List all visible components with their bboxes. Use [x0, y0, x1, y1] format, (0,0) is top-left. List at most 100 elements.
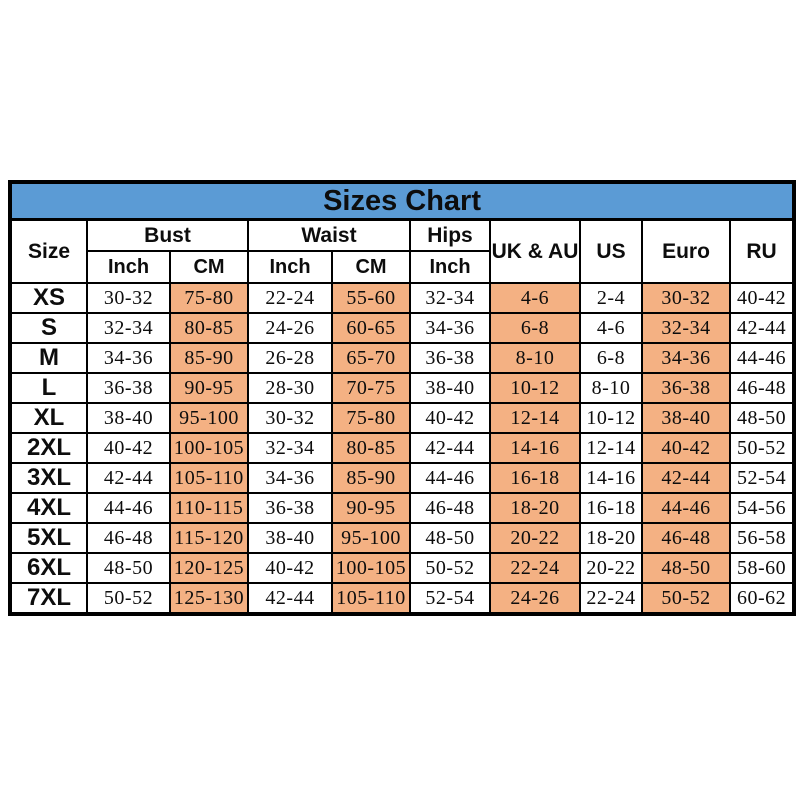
value-cell: 46-48 — [728, 372, 796, 404]
header-hips: Hips — [409, 218, 491, 252]
value-cell: 32-34 — [247, 432, 333, 464]
value-cell: 38-40 — [86, 402, 171, 434]
value-cell: 115-120 — [169, 522, 249, 554]
value-cell: 32-34 — [86, 312, 171, 344]
value-cell: 110-115 — [169, 492, 249, 524]
value-cell: 34-36 — [409, 312, 491, 344]
value-cell: 85-90 — [169, 342, 249, 374]
value-cell: 34-36 — [641, 342, 731, 374]
value-cell: 56-58 — [728, 522, 796, 554]
header-euro: Euro — [641, 218, 731, 284]
size-label: 5XL — [9, 522, 88, 554]
value-cell: 34-36 — [247, 462, 333, 494]
value-cell: 50-52 — [86, 582, 171, 615]
value-cell: 100-105 — [331, 552, 411, 584]
value-cell: 10-12 — [579, 402, 643, 434]
size-label: XS — [9, 282, 88, 314]
value-cell: 10-12 — [489, 372, 581, 404]
value-cell: 8-10 — [489, 342, 581, 374]
value-cell: 125-130 — [169, 582, 249, 615]
value-cell: 70-75 — [331, 372, 411, 404]
header-bust-inch: Inch — [86, 250, 171, 284]
size-label: S — [9, 312, 88, 344]
value-cell: 6-8 — [489, 312, 581, 344]
value-cell: 50-52 — [641, 582, 731, 615]
value-cell: 22-24 — [247, 282, 333, 314]
value-cell: 40-42 — [86, 432, 171, 464]
value-cell: 14-16 — [579, 462, 643, 494]
value-cell: 2-4 — [579, 282, 643, 314]
value-cell: 50-52 — [409, 552, 491, 584]
value-cell: 28-30 — [247, 372, 333, 404]
value-cell: 85-90 — [331, 462, 411, 494]
header-waist: Waist — [247, 218, 411, 252]
value-cell: 22-24 — [579, 582, 643, 615]
title-row: Sizes Chart — [8, 181, 796, 221]
header-group-row: Size Bust Waist Hips UK & AU US Euro RU — [9, 218, 796, 284]
table-row: S 32-34 80-85 24-26 60-65 34-36 6-8 4-6 32-34 42-… — [9, 312, 796, 344]
size-label: 7XL — [9, 582, 88, 615]
value-cell: 75-80 — [331, 402, 411, 434]
value-cell: 44-46 — [728, 342, 796, 374]
value-cell: 54-56 — [728, 492, 796, 524]
size-label: L — [9, 372, 88, 404]
size-label: 4XL — [9, 492, 88, 524]
value-cell: 4-6 — [489, 282, 581, 314]
value-cell: 24-26 — [489, 582, 581, 615]
value-cell: 80-85 — [331, 432, 411, 464]
value-cell: 40-42 — [641, 432, 731, 464]
value-cell: 55-60 — [331, 282, 411, 314]
value-cell: 22-24 — [489, 552, 581, 584]
table-row: L 36-38 90-95 28-30 70-75 38-40 10-12 8-10 36-38… — [9, 372, 796, 404]
value-cell: 48-50 — [728, 402, 796, 434]
table-row: 6XL 48-50 120-125 40-42 100-105 50-52 22-24 20-… — [9, 552, 796, 584]
header-waist-cm: CM — [331, 250, 411, 284]
value-cell: 14-16 — [489, 432, 581, 464]
value-cell: 30-32 — [247, 402, 333, 434]
value-cell: 36-38 — [86, 372, 171, 404]
value-cell: 120-125 — [169, 552, 249, 584]
header-sub-row: Inch CM Inch CM Inch — [10, 250, 794, 284]
size-label: 3XL — [9, 462, 88, 494]
header-hips-inch: Inch — [409, 250, 491, 284]
value-cell: 60-62 — [728, 582, 796, 615]
value-cell: 20-22 — [579, 552, 643, 584]
header-size: Size — [9, 218, 88, 284]
value-cell: 40-42 — [409, 402, 491, 434]
value-cell: 18-20 — [489, 492, 581, 524]
value-cell: 95-100 — [169, 402, 249, 434]
value-cell: 12-14 — [489, 402, 581, 434]
value-cell: 36-38 — [641, 372, 731, 404]
table-row: 5XL 46-48 115-120 38-40 95-100 48-50 20-22 18-2… — [9, 522, 796, 554]
value-cell: 42-44 — [641, 462, 731, 494]
value-cell: 40-42 — [247, 552, 333, 584]
value-cell: 42-44 — [409, 432, 491, 464]
value-cell: 46-48 — [641, 522, 731, 554]
table-row: 2XL 40-42 100-105 32-34 80-85 42-44 14-16 12-14… — [9, 432, 796, 464]
value-cell: 65-70 — [331, 342, 411, 374]
value-cell: 50-52 — [728, 432, 796, 464]
header-bust: Bust — [86, 218, 249, 252]
value-cell: 46-48 — [409, 492, 491, 524]
value-cell: 48-50 — [409, 522, 491, 554]
value-cell: 16-18 — [489, 462, 581, 494]
value-cell: 16-18 — [579, 492, 643, 524]
value-cell: 36-38 — [409, 342, 491, 374]
size-chart-table: Sizes Chart Size Bust Waist Hips UK & AU… — [8, 180, 797, 616]
header-waist-inch: Inch — [247, 250, 333, 284]
value-cell: 12-14 — [579, 432, 643, 464]
chart-title: Sizes Chart — [8, 181, 796, 221]
value-cell: 32-34 — [409, 282, 491, 314]
value-cell: 38-40 — [247, 522, 333, 554]
value-cell: 80-85 — [169, 312, 249, 344]
value-cell: 48-50 — [86, 552, 171, 584]
size-label: 6XL — [9, 552, 88, 584]
value-cell: 38-40 — [409, 372, 491, 404]
value-cell: 4-6 — [579, 312, 643, 344]
value-cell: 34-36 — [86, 342, 171, 374]
value-cell: 6-8 — [579, 342, 643, 374]
size-label: M — [9, 342, 88, 374]
value-cell: 36-38 — [247, 492, 333, 524]
header-us: US — [579, 218, 643, 284]
